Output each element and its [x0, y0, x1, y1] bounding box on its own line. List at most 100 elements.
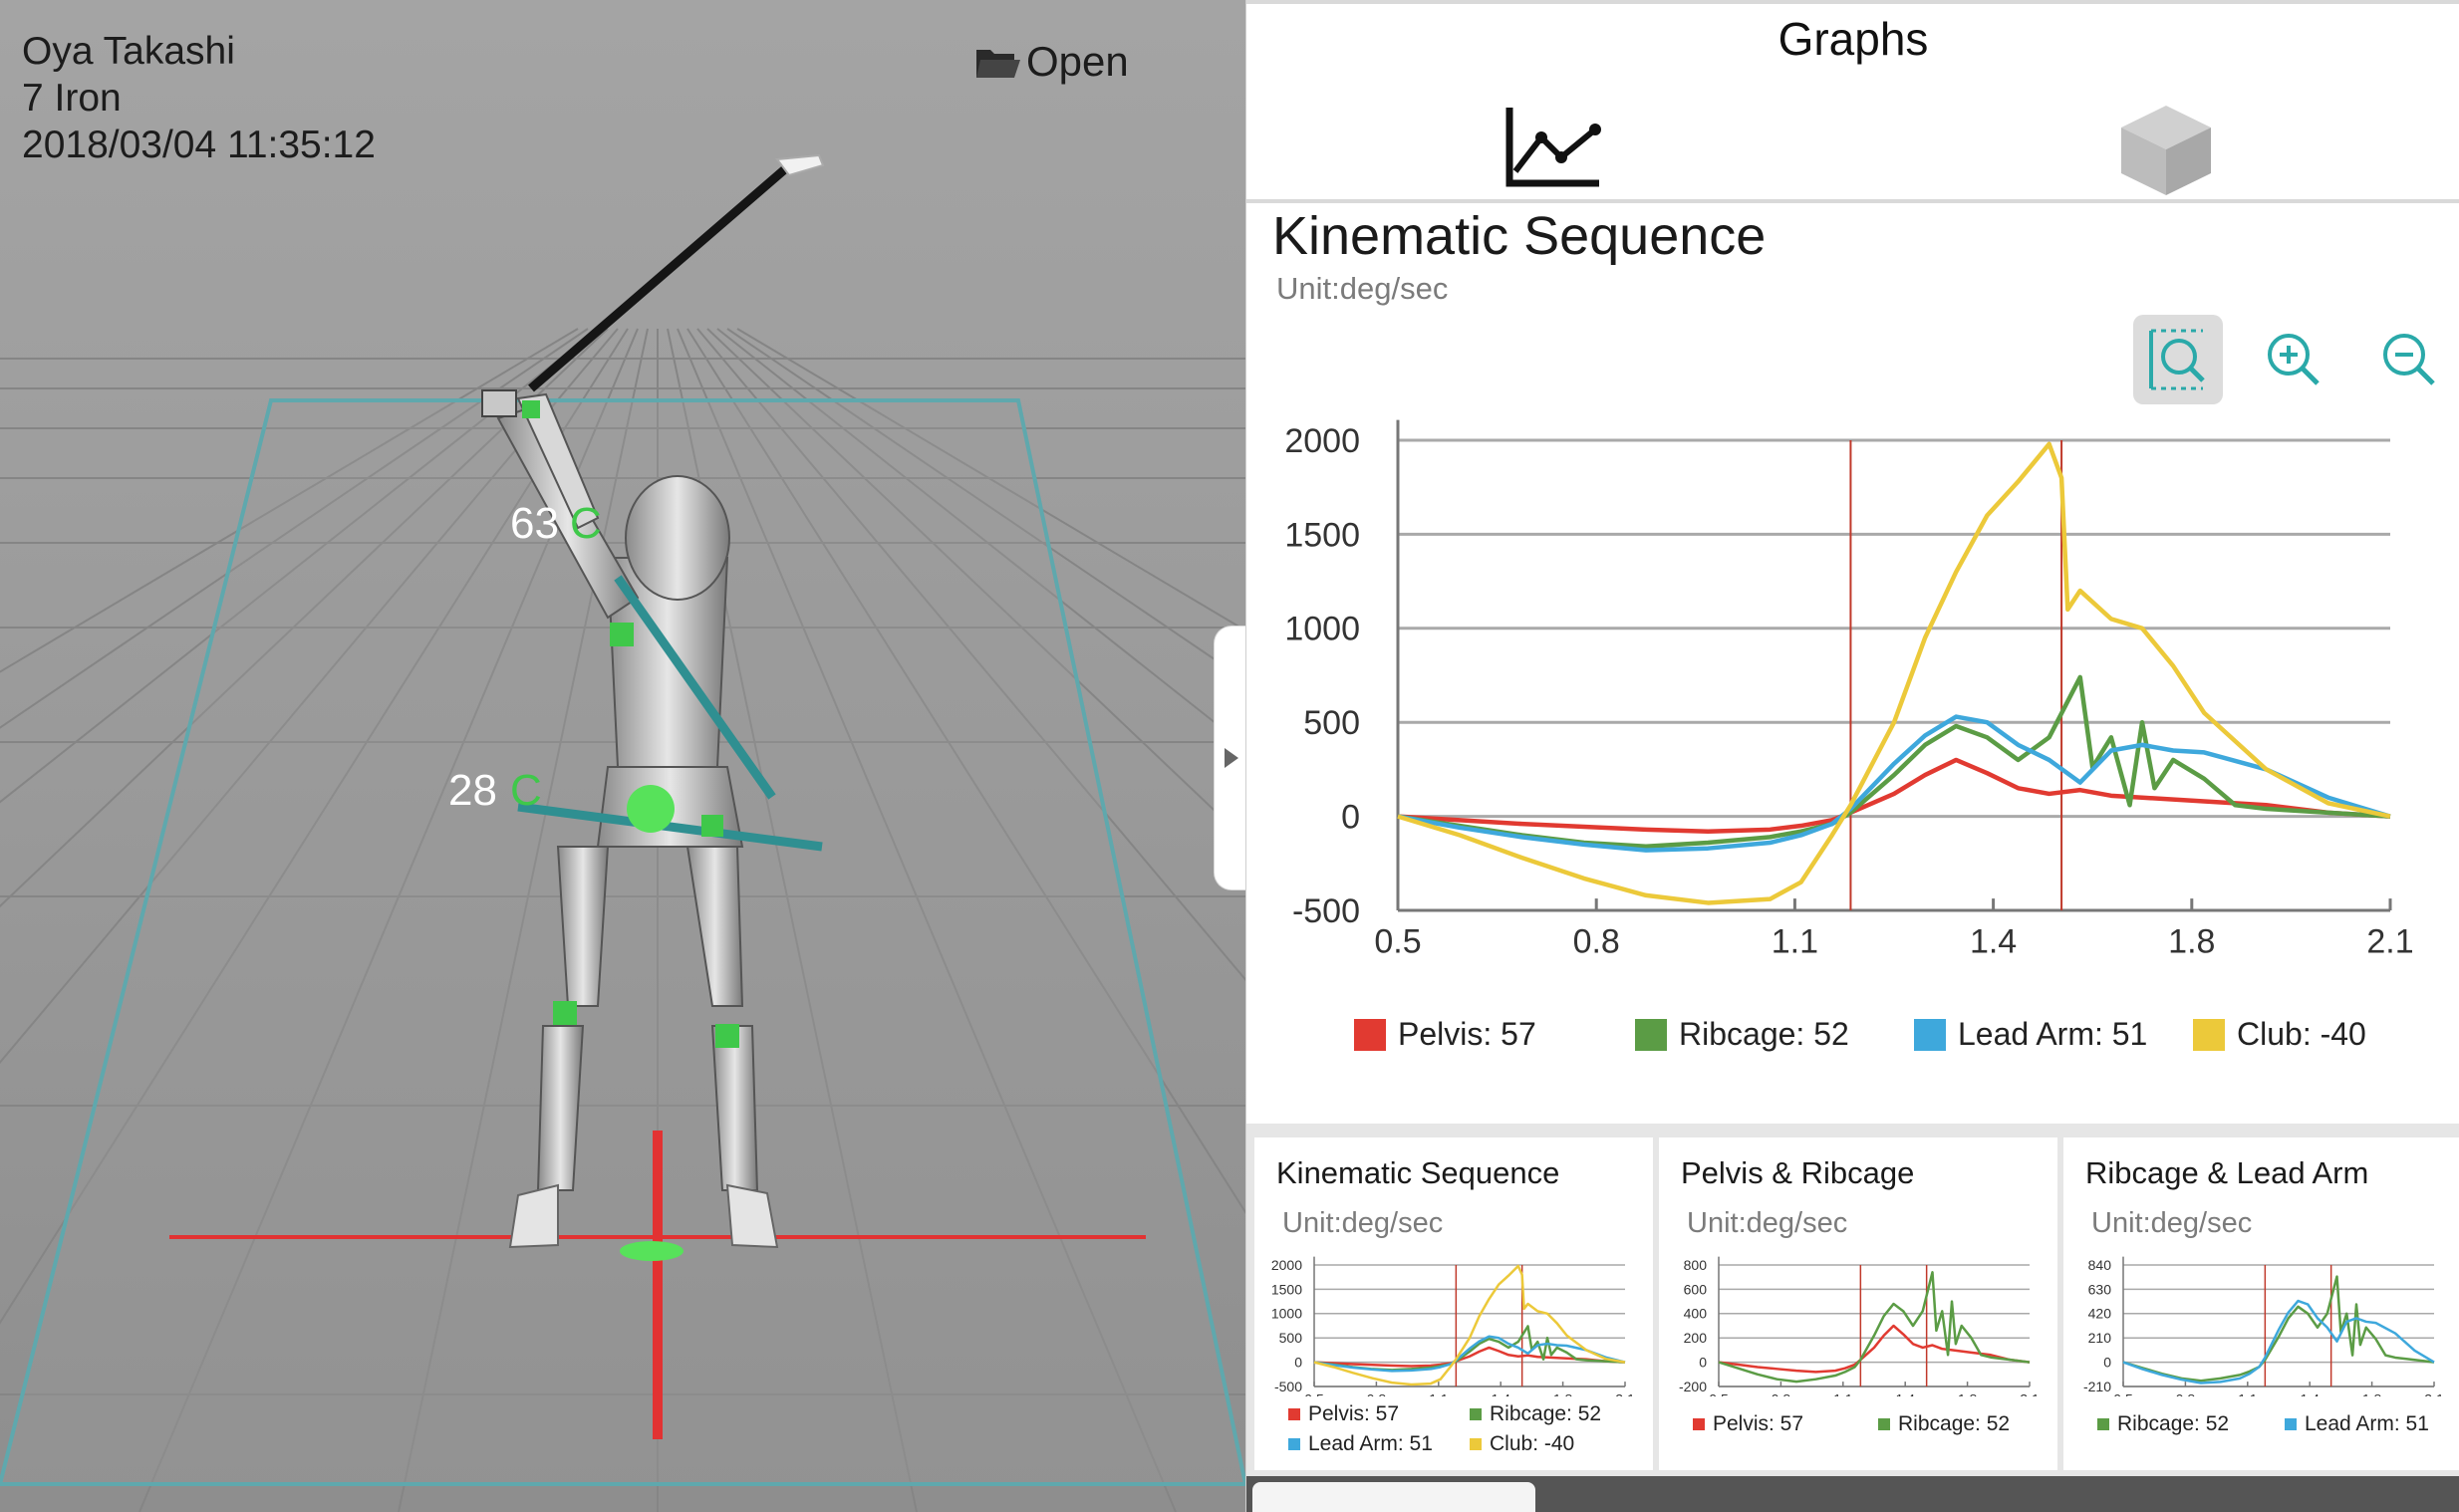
- panel-title: Graphs: [1777, 13, 1929, 65]
- main-graph-unit: Unit:deg/sec: [1276, 271, 1449, 306]
- kinematic-sequence-chart[interactable]: 2000 1500 1000 500 0 -500 0.5 0.8 1.1 1.4 1.8 2.1: [1246, 383, 2459, 981]
- zoom-region-button[interactable]: [2133, 315, 2223, 404]
- thumbnail-ribcage-lead-arm[interactable]: Ribcage & Lead Arm Unit:deg/sec 840 630 42…: [2063, 1137, 2459, 1470]
- thumbnail-kinematic-sequence[interactable]: Kinematic Sequence Unit:deg/sec 2000 1500…: [1254, 1137, 1653, 1470]
- triangle-right-icon: [1225, 748, 1238, 768]
- panel-collapse-handle[interactable]: [1214, 626, 1245, 890]
- x-tick-label: 0.8: [1367, 1391, 1387, 1397]
- thumb-legend-item: Lead Arm: 51: [2285, 1412, 2429, 1436]
- y-tick-label: 420: [2088, 1306, 2112, 1322]
- x-tick-label: 0.8: [1772, 1391, 1791, 1397]
- legend-label: Pelvis: 57: [1398, 1016, 1536, 1052]
- thumbnail-scrollbar[interactable]: [1246, 1476, 2459, 1512]
- x-tick-label: 1.1: [1429, 1391, 1449, 1397]
- x-tick-label: 1.1: [2238, 1391, 2258, 1397]
- thumb-legend-item: Pelvis: 57: [1693, 1412, 1803, 1436]
- y-tick-label: 630: [2088, 1281, 2112, 1297]
- y-tick-label: 500: [1303, 704, 1360, 742]
- zoom-out-button[interactable]: [2364, 315, 2454, 404]
- main-graph-title: Kinematic Sequence: [1272, 206, 1767, 266]
- series-line-pelvis: [1313, 1346, 1626, 1368]
- y-tick-label: 2000: [1284, 422, 1360, 460]
- y-tick-label: 1500: [1271, 1281, 1302, 1297]
- graph-thumbnails: Kinematic Sequence Unit:deg/sec 2000 1500…: [1246, 1124, 2459, 1512]
- 3d-viewport[interactable]: 63 C 28 C Oya Takashi 7 Iron 2018/03/04 …: [0, 0, 1245, 1512]
- series-line-ribcage: [1718, 1271, 2031, 1384]
- thumb-legend-item: Lead Arm: 51: [1288, 1432, 1433, 1456]
- upper-angle-unit: C: [570, 499, 602, 548]
- tab-3d-view[interactable]: [2111, 100, 2221, 199]
- x-tick-label: 0.5: [1304, 1391, 1324, 1397]
- series-line-lead-arm: [2122, 1299, 2435, 1385]
- series-line-lead-arm: [1313, 1335, 1626, 1373]
- graphs-panel: Graphs Kinematic Sequence Unit:deg/sec: [1245, 0, 2459, 1512]
- x-tick-label: 1.4: [1970, 923, 2017, 961]
- x-tick-label: 1.8: [1553, 1391, 1573, 1397]
- tab-graphs[interactable]: [1500, 100, 1609, 199]
- x-tick-label: 2.1: [2424, 1391, 2444, 1397]
- y-tick-label: 0: [1699, 1355, 1707, 1371]
- legend-label: Lead Arm: 51: [2305, 1412, 2429, 1435]
- y-tick-label: -500: [1292, 892, 1360, 930]
- legend-swatch: [1354, 1018, 1386, 1051]
- thumbnail-title: Pelvis & Ribcage: [1681, 1155, 1915, 1190]
- series-line-club: [1397, 441, 2391, 905]
- thumbnail-chart: 800 600 400 200 0 -2000.5 0.8 1.1 1.4 1.8 2.1: [1679, 1256, 2040, 1397]
- legend-swatch: [2193, 1018, 2225, 1051]
- legend-swatch: [1288, 1408, 1300, 1420]
- legend-lead-arm: Lead Arm: 51: [1914, 1016, 2147, 1053]
- y-tick-label: -200: [1679, 1379, 1707, 1394]
- y-tick-label: -500: [1274, 1379, 1302, 1394]
- x-tick-label: 2.1: [1615, 1391, 1635, 1397]
- legend-label: Ribcage: 52: [1490, 1402, 1602, 1425]
- scrollbar-thumb[interactable]: [1252, 1482, 1535, 1512]
- legend-label: Ribcage: 52: [1898, 1412, 2011, 1435]
- x-tick-label: 0.5: [2113, 1391, 2133, 1397]
- zoom-out-icon: [2383, 334, 2435, 385]
- main-legend: Pelvis: 57 Ribcage: 52 Lead Arm: 51 Club…: [1246, 1016, 2459, 1066]
- thumbnail-pelvis-ribcage[interactable]: Pelvis & Ribcage Unit:deg/sec 800 600 400 2…: [1659, 1137, 2057, 1470]
- x-tick-label: 1.1: [1833, 1391, 1853, 1397]
- series-line-club: [1313, 1264, 1626, 1386]
- x-tick-label: 1.8: [2168, 923, 2215, 961]
- y-tick-label: 800: [1684, 1257, 1708, 1273]
- x-tick-label: 0.5: [1709, 1391, 1729, 1397]
- x-tick-label: 1.4: [1491, 1391, 1510, 1397]
- series-line-lead-arm: [1397, 714, 2391, 853]
- series-line-pelvis: [1718, 1324, 2031, 1374]
- legend-ribcage: Ribcage: 52: [1635, 1016, 1849, 1053]
- x-tick-label: 2.1: [2366, 923, 2413, 961]
- upper-angle-value: 63: [510, 499, 559, 548]
- legend-label: Lead Arm: 51: [1308, 1432, 1433, 1455]
- cube-icon: [2121, 106, 2211, 195]
- x-tick-label: 1.4: [1895, 1391, 1915, 1397]
- y-tick-label: 0: [1341, 799, 1360, 837]
- lower-angle-value: 28: [448, 766, 497, 815]
- x-tick-label: 1.4: [2300, 1391, 2320, 1397]
- legend-label: Pelvis: 57: [1308, 1402, 1400, 1425]
- series-line-pelvis: [1397, 757, 2391, 834]
- y-tick-label: 200: [1684, 1330, 1708, 1346]
- tab-divider: [1246, 199, 2459, 203]
- legend-label: Club: -40: [2237, 1016, 2366, 1052]
- legend-swatch: [1635, 1018, 1667, 1051]
- zoom-region-icon: [2149, 329, 2205, 390]
- open-button[interactable]: Open: [974, 38, 1129, 86]
- zoom-in-button[interactable]: [2249, 315, 2338, 404]
- y-tick-label: 840: [2088, 1257, 2112, 1273]
- folder-icon: [976, 50, 1020, 78]
- x-tick-label: 1.8: [1958, 1391, 1978, 1397]
- thumb-legend-item: Ribcage: 52: [2097, 1412, 2229, 1436]
- series-line-ribcage: [1397, 674, 2391, 850]
- thumbnail-title: Ribcage & Lead Arm: [2085, 1155, 2369, 1190]
- x-tick-label: 1.8: [2362, 1391, 2382, 1397]
- legend-swatch: [1470, 1438, 1482, 1450]
- thumb-legend-item: Pelvis: 57: [1288, 1402, 1399, 1426]
- legend-label: Lead Arm: 51: [1958, 1016, 2148, 1052]
- legend-label: Ribcage: 52: [2117, 1412, 2230, 1435]
- y-tick-label: 0: [1294, 1355, 1302, 1371]
- legend-label: Ribcage: 52: [1679, 1016, 1849, 1052]
- thumbnail-title: Kinematic Sequence: [1276, 1155, 1560, 1190]
- legend-pelvis: Pelvis: 57: [1354, 1016, 1536, 1053]
